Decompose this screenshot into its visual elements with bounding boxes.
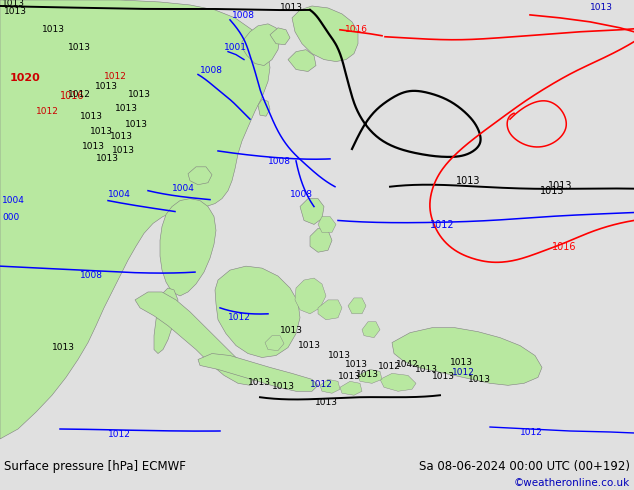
Polygon shape [310, 228, 332, 252]
Text: 1013: 1013 [95, 82, 118, 91]
Text: 1013: 1013 [80, 112, 103, 121]
Text: 1012: 1012 [104, 73, 127, 81]
Polygon shape [258, 99, 270, 116]
Text: 1013: 1013 [450, 359, 473, 368]
Polygon shape [295, 278, 326, 314]
Text: 1013: 1013 [548, 181, 573, 191]
Text: 1016: 1016 [345, 25, 368, 34]
Polygon shape [160, 198, 216, 296]
Polygon shape [318, 217, 336, 232]
Polygon shape [348, 298, 366, 314]
Polygon shape [242, 24, 280, 66]
Text: 1013: 1013 [248, 378, 271, 387]
Text: 1013: 1013 [112, 146, 135, 155]
Text: 1004: 1004 [2, 196, 25, 205]
Text: 1013: 1013 [415, 366, 438, 374]
Text: 1013: 1013 [540, 186, 564, 196]
Polygon shape [318, 300, 342, 320]
Text: 1013: 1013 [96, 154, 119, 163]
Text: 1042: 1042 [396, 361, 418, 369]
Text: 1013: 1013 [4, 7, 27, 16]
Text: 1013: 1013 [128, 90, 151, 99]
Text: 1012: 1012 [228, 313, 251, 322]
Text: 1013: 1013 [125, 120, 148, 129]
Polygon shape [188, 167, 212, 185]
Polygon shape [320, 379, 340, 393]
Text: Sa 08-06-2024 00:00 UTC (00+192): Sa 08-06-2024 00:00 UTC (00+192) [419, 460, 630, 473]
Text: 1008: 1008 [268, 157, 291, 166]
Polygon shape [265, 336, 284, 350]
Polygon shape [362, 322, 380, 338]
Text: 1013: 1013 [468, 375, 491, 384]
Text: 1001: 1001 [224, 43, 247, 51]
Polygon shape [198, 353, 318, 392]
Text: 1013: 1013 [280, 326, 303, 335]
Text: 1013: 1013 [115, 104, 138, 113]
Polygon shape [135, 292, 254, 385]
Text: 1013: 1013 [315, 398, 338, 407]
Polygon shape [300, 198, 324, 224]
Text: 1020: 1020 [10, 74, 41, 83]
Text: 1008: 1008 [200, 67, 223, 75]
Polygon shape [215, 266, 300, 358]
Text: ©weatheronline.co.uk: ©weatheronline.co.uk [514, 478, 630, 488]
Text: 1013: 1013 [42, 25, 65, 34]
Polygon shape [0, 0, 270, 439]
Text: 1012: 1012 [108, 430, 131, 439]
Polygon shape [154, 288, 178, 353]
Text: 000: 000 [2, 214, 19, 222]
Text: 1004: 1004 [108, 190, 131, 198]
Polygon shape [270, 28, 290, 45]
Text: 1016: 1016 [552, 242, 576, 252]
Text: 1012: 1012 [378, 363, 401, 371]
Text: 1012: 1012 [68, 90, 91, 99]
Text: 1013: 1013 [110, 132, 133, 141]
Text: 1013: 1013 [338, 372, 361, 381]
Text: 1013: 1013 [90, 127, 113, 136]
Text: 1012: 1012 [36, 107, 59, 116]
Text: 1013: 1013 [52, 343, 75, 351]
Text: 1013: 1013 [2, 0, 25, 8]
Text: 1013: 1013 [345, 361, 368, 369]
Text: Surface pressure [hPa] ECMWF: Surface pressure [hPa] ECMWF [4, 460, 186, 473]
Text: 1013: 1013 [82, 142, 105, 151]
Text: 1004: 1004 [172, 184, 195, 193]
Polygon shape [380, 373, 416, 392]
Polygon shape [340, 381, 362, 395]
Text: 1013: 1013 [280, 3, 303, 12]
Text: 1013: 1013 [356, 370, 379, 379]
Polygon shape [358, 369, 382, 383]
Text: 1013: 1013 [68, 43, 91, 51]
Text: 1013: 1013 [298, 341, 321, 349]
Text: 1012: 1012 [310, 380, 333, 389]
Text: 1008: 1008 [232, 11, 255, 20]
Text: 1012: 1012 [430, 220, 455, 230]
Polygon shape [292, 6, 358, 62]
Text: 1008: 1008 [290, 190, 313, 198]
Text: 1013: 1013 [432, 372, 455, 381]
Text: 1012: 1012 [520, 428, 543, 437]
Text: 1013: 1013 [272, 382, 295, 392]
Polygon shape [288, 49, 316, 72]
Text: 1013: 1013 [328, 350, 351, 360]
Text: 1013: 1013 [590, 3, 613, 12]
Text: 1008: 1008 [80, 271, 103, 280]
Polygon shape [392, 328, 542, 385]
Text: 1012: 1012 [452, 368, 475, 377]
Text: 1013: 1013 [456, 176, 481, 186]
Text: 1016: 1016 [60, 91, 84, 101]
